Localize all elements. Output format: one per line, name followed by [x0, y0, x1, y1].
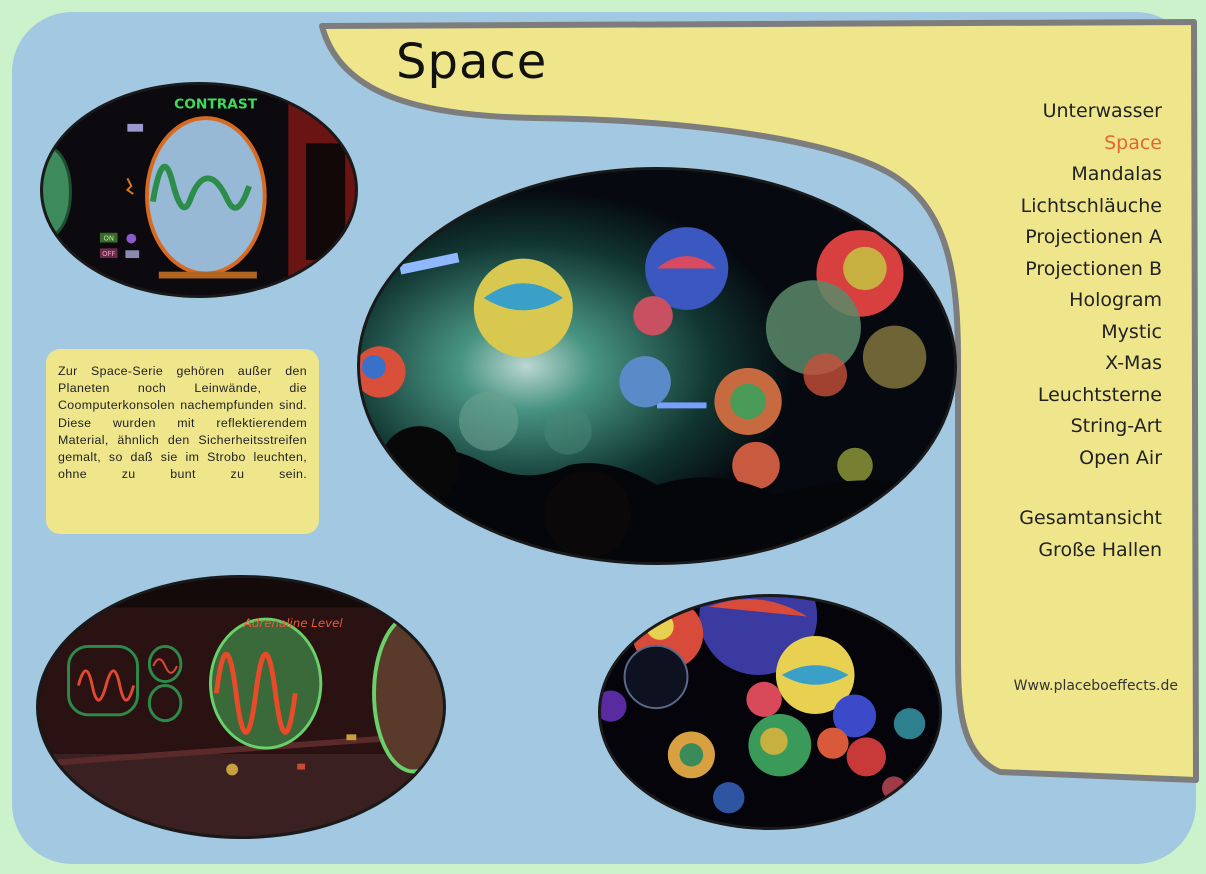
site-navigation: Unterwasser Space Mandalas Lichtschläuche Pr…	[1019, 96, 1162, 566]
nav-item-projectionen-b[interactable]: Projectionen B	[1025, 257, 1162, 280]
photo-space-hall	[357, 167, 957, 565]
nav-secondary-list: Gesamtansicht Große Hallen	[1019, 503, 1162, 566]
nav-item-unterwasser[interactable]: Unterwasser	[1042, 100, 1162, 122]
on-button-label: ON	[103, 235, 114, 243]
nav-item-x-mas[interactable]: X-Mas	[1105, 352, 1162, 374]
description-box: Zur Space-Serie gehören außer den Planet…	[46, 349, 319, 534]
nav-item-gesamtansicht[interactable]: Gesamtansicht	[1019, 507, 1162, 529]
nav-item-leuchtsterne[interactable]: Leuchtsterne	[1037, 383, 1162, 406]
nav-item-hologram[interactable]: Hologram	[1069, 289, 1162, 311]
page-title: Space	[396, 34, 548, 90]
contrast-sign: CONTRAST	[174, 96, 258, 112]
nav-item-open-air[interactable]: Open Air	[1079, 446, 1162, 469]
nav-item-projectionen-a[interactable]: Projectionen A	[1025, 226, 1162, 248]
photo-adrenaline-console: Adrenaline Level	[36, 575, 446, 839]
website-link[interactable]: Www.placeboeffects.de	[1013, 678, 1178, 694]
adrenaline-sign: Adrenaline Level	[243, 616, 344, 630]
description-text: Zur Space-Serie gehören außer den Planet…	[58, 364, 307, 482]
photo-planets	[598, 594, 942, 830]
off-button-label: OFF	[102, 250, 115, 258]
nav-item-lichtschläuche[interactable]: Lichtschläuche	[1020, 194, 1162, 217]
nav-item-space[interactable]: Space	[1104, 131, 1162, 154]
nav-item-mystic[interactable]: Mystic	[1101, 320, 1162, 343]
nav-item-string-art[interactable]: String-Art	[1070, 415, 1162, 437]
nav-item-große-hallen[interactable]: Große Hallen	[1038, 538, 1162, 561]
nav-primary-list: Unterwasser Space Mandalas Lichtschläuche Pr…	[1019, 96, 1162, 474]
photo-contrast-console: CONTRAST ON OFF	[40, 82, 358, 298]
nav-item-mandalas[interactable]: Mandalas	[1071, 163, 1162, 185]
